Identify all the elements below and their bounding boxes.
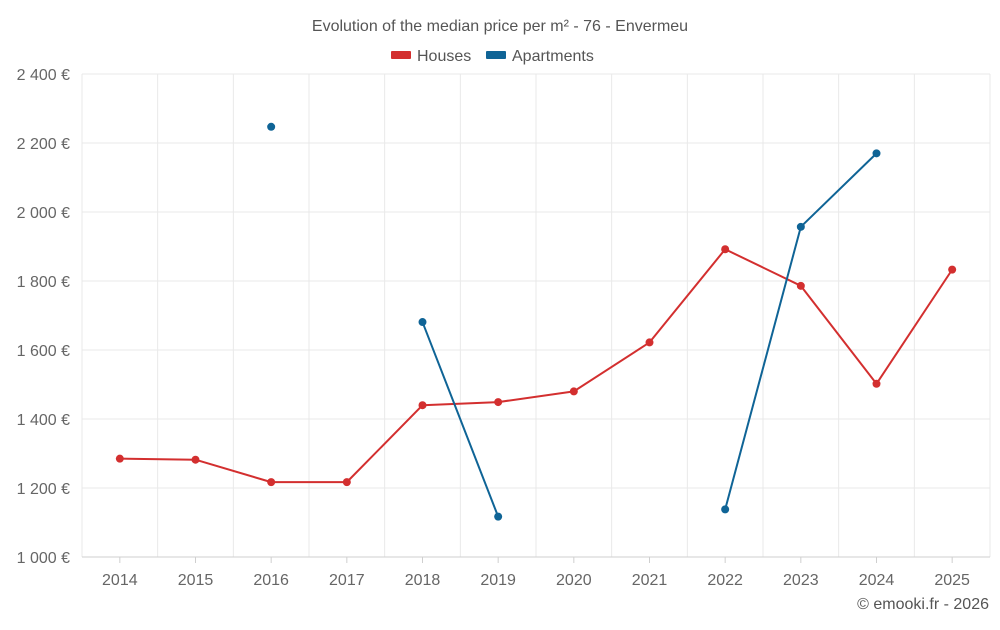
data-point-houses[interactable]: [115, 454, 124, 463]
y-tick-label: 1 400 €: [17, 412, 70, 429]
y-tick-label: 2 200 €: [17, 136, 70, 153]
x-tick-label: 2025: [934, 572, 970, 589]
data-point-houses[interactable]: [645, 338, 654, 347]
data-point-apartments[interactable]: [796, 222, 805, 231]
data-point-apartments[interactable]: [494, 512, 503, 521]
x-tick-label: 2015: [178, 572, 214, 589]
data-point-houses[interactable]: [569, 387, 578, 396]
y-tick-label: 1 800 €: [17, 274, 70, 291]
x-tick-label: 2019: [480, 572, 516, 589]
data-point-houses[interactable]: [267, 478, 276, 487]
y-tick-label: 2 000 €: [17, 205, 70, 222]
series-line-apartments: [421, 321, 500, 518]
x-tick-label: 2020: [556, 572, 592, 589]
data-point-apartments[interactable]: [721, 505, 730, 514]
legend: Houses Apartments: [391, 48, 594, 65]
data-point-houses[interactable]: [948, 265, 957, 274]
series-houses: [115, 245, 957, 487]
x-tick-label: 2017: [329, 572, 365, 589]
chart-title: Evolution of the median price per m² - 7…: [312, 18, 688, 35]
data-point-apartments[interactable]: [267, 122, 276, 131]
y-tick-label: 1 000 €: [17, 550, 70, 567]
x-tick-label: 2024: [859, 572, 895, 589]
legend-swatch-houses[interactable]: [391, 51, 411, 59]
data-point-houses[interactable]: [191, 455, 200, 464]
credit-text: © emooki.fr - 2026: [857, 596, 989, 613]
series-layer: [115, 122, 957, 521]
legend-swatch-apartments[interactable]: [486, 51, 506, 59]
data-point-houses[interactable]: [342, 478, 351, 487]
series-line-apartments: [724, 152, 878, 511]
y-tick-label: 2 400 €: [17, 67, 70, 84]
data-point-houses[interactable]: [796, 281, 805, 290]
legend-label-houses[interactable]: Houses: [417, 48, 471, 65]
x-tick-label: 2023: [783, 572, 819, 589]
x-tick-label: 2016: [253, 572, 289, 589]
axes: 1 000 € 1 200 € 1 400 € 1 600 € 1 800 € 2 000…: [17, 67, 990, 589]
series-line-houses: [118, 248, 954, 484]
x-tick-label: 2021: [632, 572, 668, 589]
x-tick-label: 2022: [707, 572, 743, 589]
x-tick-label: 2014: [102, 572, 138, 589]
x-tick-label: 2018: [405, 572, 441, 589]
data-point-apartments[interactable]: [872, 149, 881, 158]
y-tick-label: 1 200 €: [17, 481, 70, 498]
series-apartments: [267, 122, 881, 521]
data-point-houses[interactable]: [721, 245, 730, 254]
data-point-houses[interactable]: [872, 379, 881, 388]
data-point-houses[interactable]: [418, 401, 427, 410]
data-point-houses[interactable]: [494, 398, 503, 407]
grid-lines: [81, 73, 991, 558]
legend-label-apartments[interactable]: Apartments: [512, 48, 594, 65]
y-tick-label: 1 600 €: [17, 343, 70, 360]
data-point-apartments[interactable]: [418, 318, 427, 327]
